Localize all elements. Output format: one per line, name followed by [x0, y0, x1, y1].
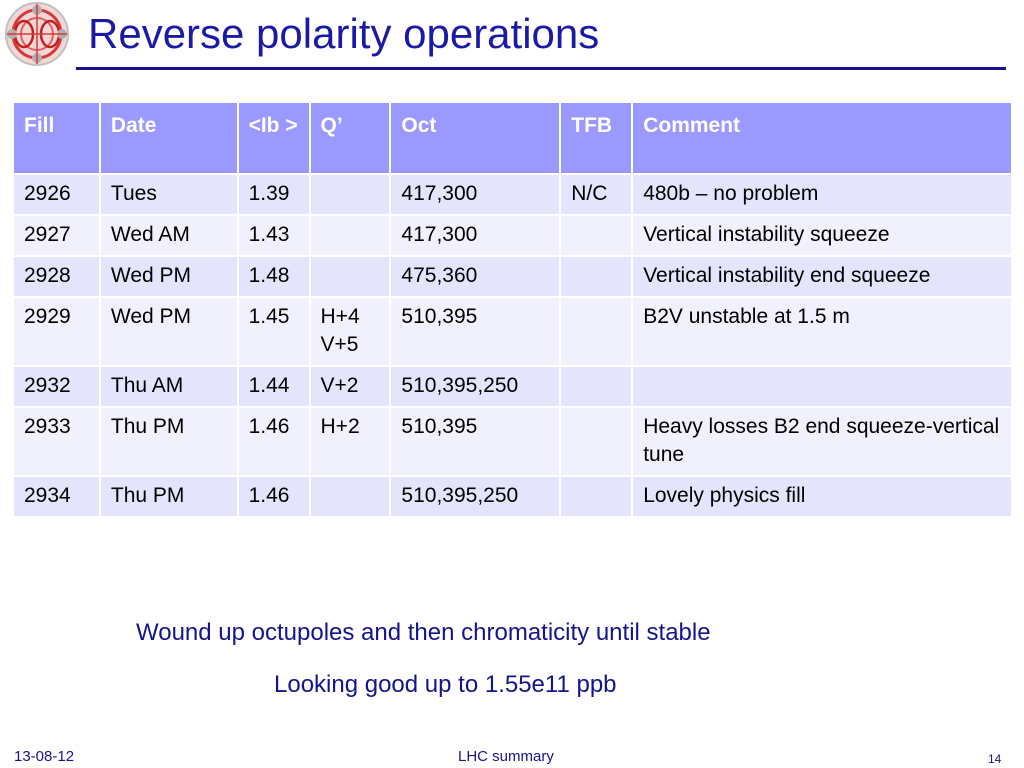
table-row: 2929 Wed PM 1.45 H+4 V+5 510,395 B2V uns…	[12, 296, 1013, 367]
table-row: 2927 Wed AM 1.43 417,300 Vertical instab…	[12, 214, 1013, 257]
cell-octupoles: 510,395	[389, 296, 562, 367]
cell-date: Thu AM	[98, 365, 239, 408]
column-header-comment: Comment	[631, 101, 1013, 175]
note-intensity: Looking good up to 1.55e11 ppb	[274, 671, 617, 698]
page-number: 14	[988, 752, 1002, 766]
column-header-tfb: TFB	[559, 101, 634, 175]
cell-date: Thu PM	[98, 475, 239, 518]
table-header-row: Fill Date <Ib > Q’ Oct TFB Comment	[12, 101, 1013, 175]
cell-octupoles: 510,395	[389, 406, 562, 477]
cell-chromaticity	[308, 475, 392, 518]
cell-comment	[631, 365, 1013, 408]
cell-comment: Vertical instability end squeeze	[631, 255, 1013, 298]
cell-comment: Heavy losses B2 end squeeze-vertical tun…	[631, 406, 1013, 477]
cell-fill: 2926	[12, 173, 101, 216]
cell-intensity: 1.39	[236, 173, 311, 216]
cell-intensity: 1.48	[236, 255, 311, 298]
cell-comment: 480b – no problem	[631, 173, 1013, 216]
cell-octupoles: 510,395,250	[389, 365, 562, 408]
cell-fill: 2928	[12, 255, 101, 298]
cell-comment: B2V unstable at 1.5 m	[631, 296, 1013, 367]
cell-tfb	[559, 214, 634, 257]
cell-tfb	[559, 255, 634, 298]
cell-fill: 2929	[12, 296, 101, 367]
cell-tfb	[559, 475, 634, 518]
cell-octupoles: 417,300	[389, 173, 562, 216]
cell-comment: Vertical instability squeeze	[631, 214, 1013, 257]
cell-tfb: N/C	[559, 173, 634, 216]
cell-octupoles: 417,300	[389, 214, 562, 257]
cell-date: Wed PM	[98, 296, 239, 367]
cell-comment: Lovely physics fill	[631, 475, 1013, 518]
cell-chromaticity	[308, 173, 392, 216]
cell-intensity: 1.43	[236, 214, 311, 257]
cell-intensity: 1.45	[236, 296, 311, 367]
cell-chromaticity: H+2	[308, 406, 392, 477]
column-header-date: Date	[98, 101, 239, 175]
table-row: 2928 Wed PM 1.48 475,360 Vertical instab…	[12, 255, 1013, 298]
table-row: 2934 Thu PM 1.46 510,395,250 Lovely phys…	[12, 475, 1013, 518]
cell-date: Wed PM	[98, 255, 239, 298]
footer-date: 13-08-12	[14, 748, 75, 765]
cell-chromaticity	[308, 214, 392, 257]
cell-chromaticity: H+4 V+5	[308, 296, 392, 367]
cell-date: Thu PM	[98, 406, 239, 477]
cell-chromaticity	[308, 255, 392, 298]
note-octupoles: Wound up octupoles and then chromaticity…	[136, 619, 711, 646]
column-header-fill: Fill	[12, 101, 101, 175]
fills-table: Fill Date <Ib > Q’ Oct TFB Comment 2926 …	[12, 101, 1013, 518]
cell-octupoles: 475,360	[389, 255, 562, 298]
cell-fill: 2934	[12, 475, 101, 518]
lhc-logo-icon	[5, 2, 69, 66]
slide-title: Reverse polarity operations	[88, 10, 600, 57]
cell-chromaticity: V+2	[308, 365, 392, 408]
column-header-octupoles: Oct	[389, 101, 562, 175]
column-header-chromaticity: Q’	[308, 101, 392, 175]
table-row: 2932 Thu AM 1.44 V+2 510,395,250	[12, 365, 1013, 408]
cell-tfb	[559, 296, 634, 367]
column-header-intensity: <Ib >	[236, 101, 311, 175]
cell-fill: 2927	[12, 214, 101, 257]
cell-intensity: 1.44	[236, 365, 311, 408]
cell-fill: 2932	[12, 365, 101, 408]
footer-title: LHC summary	[458, 748, 554, 765]
cell-intensity: 1.46	[236, 406, 311, 477]
cell-tfb	[559, 365, 634, 408]
cell-octupoles: 510,395,250	[389, 475, 562, 518]
table-row: 2933 Thu PM 1.46 H+2 510,395 Heavy losse…	[12, 406, 1013, 477]
table-row: 2926 Tues 1.39 417,300 N/C 480b – no pro…	[12, 173, 1013, 216]
title-divider	[76, 67, 1006, 70]
cell-date: Wed AM	[98, 214, 239, 257]
cell-intensity: 1.46	[236, 475, 311, 518]
cell-tfb	[559, 406, 634, 477]
cell-fill: 2933	[12, 406, 101, 477]
cell-date: Tues	[98, 173, 239, 216]
